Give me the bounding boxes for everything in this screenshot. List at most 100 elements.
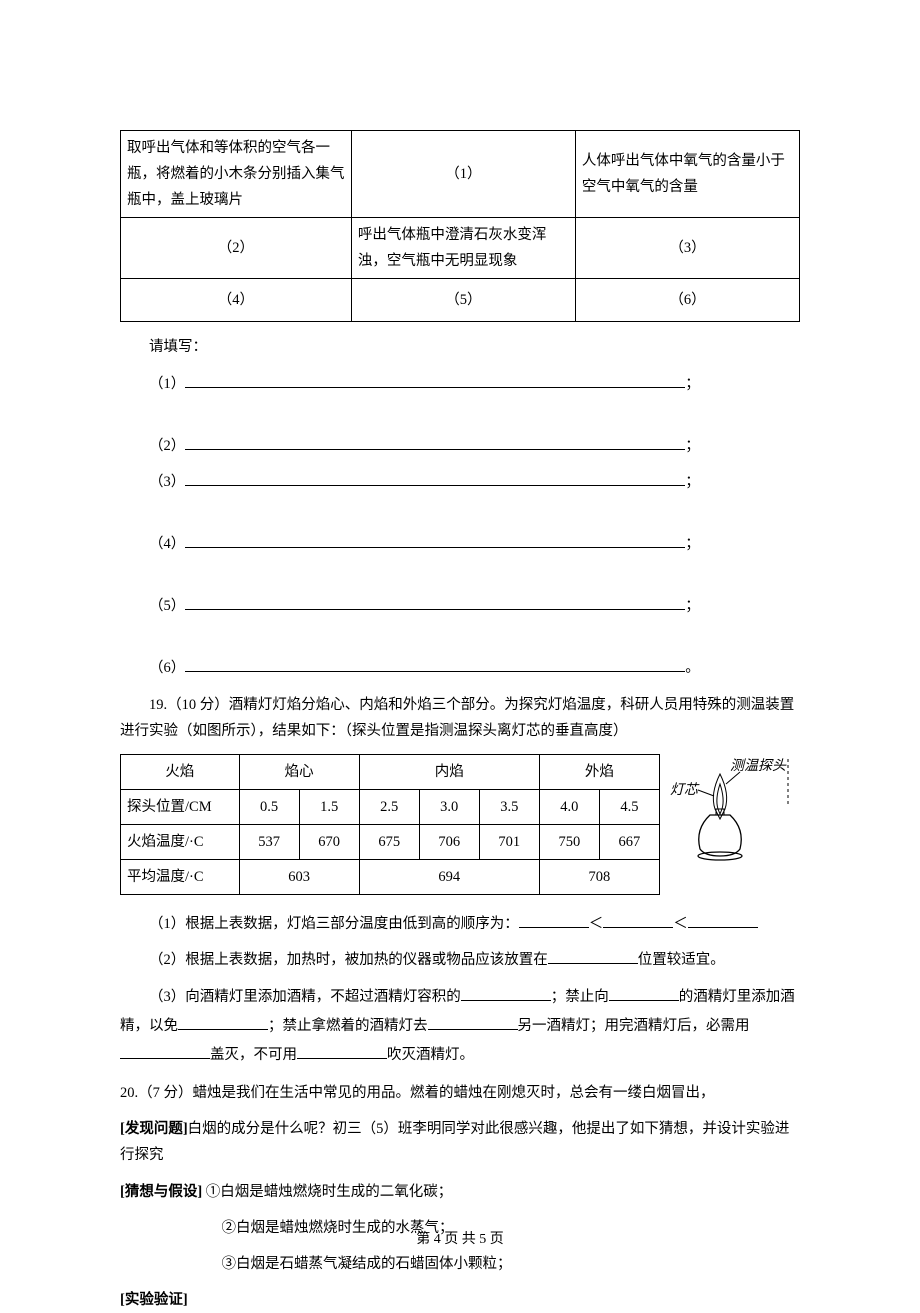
cell: 4.5	[599, 789, 659, 824]
q20-found: [发现问题]白烟的成分是什么呢？初三（5）班李明同学对此很感兴趣，他提出了如下猜…	[120, 1116, 800, 1168]
blank	[297, 1044, 387, 1060]
cell: 人体呼出气体中氧气的含量小于空气中氧气的含量	[575, 131, 799, 218]
q19-lead: 19.（10 分）酒精灯灯焰分焰心、内焰和外焰三个部分。为探究灯焰温度，科研人员…	[120, 692, 800, 744]
cell: 603	[239, 859, 359, 894]
q20-hyp3: ③白烟是石蜡蒸气凝结成的石蜡固体小颗粒；	[120, 1251, 800, 1277]
cell: 呼出气体瓶中澄清石灰水变浑浊，空气瓶中无明显现象	[351, 218, 575, 279]
punc: ；	[685, 598, 700, 614]
fill-line-1: （1） ；	[120, 371, 800, 397]
blank	[603, 913, 673, 929]
q20-verify: [实验验证]	[120, 1287, 800, 1313]
table-row: 探头位置/CM 0.5 1.5 2.5 3.0 3.5 4.0 4.5	[121, 789, 660, 824]
blank	[185, 372, 685, 388]
hyp-label: [猜想与假设]	[120, 1184, 202, 1200]
flame-section: 火焰 焰心 内焰 外焰 探头位置/CM 0.5 1.5 2.5 3.0 3.5 …	[120, 754, 800, 895]
cell: （4）	[121, 279, 352, 322]
cell: 2.5	[359, 789, 419, 824]
text: 位置较适宜。	[638, 952, 725, 968]
blank	[185, 470, 685, 486]
cell: 火焰温度/·C	[121, 824, 240, 859]
fill-label: （6）	[149, 660, 185, 676]
found-label: [发现问题]	[120, 1121, 188, 1137]
cell: 694	[359, 859, 539, 894]
fill-label: （1）	[149, 376, 185, 392]
verify-label: [实验验证]	[120, 1292, 188, 1308]
cell: 平均温度/·C	[121, 859, 240, 894]
table-row: 火焰 焰心 内焰 外焰	[121, 754, 660, 789]
text: ；禁止拿燃着的酒精灯去	[268, 1018, 428, 1034]
blank	[178, 1015, 268, 1031]
table-row: （4） （5） （6）	[121, 279, 800, 322]
cell: （2）	[121, 218, 352, 279]
cell: 4.0	[539, 789, 599, 824]
fill-line-4: （4） ；	[120, 531, 800, 557]
punc: 。	[685, 660, 700, 676]
cell: 708	[539, 859, 659, 894]
cell: 内焰	[359, 754, 539, 789]
lt: ＜	[673, 916, 688, 932]
cell: 探头位置/CM	[121, 789, 240, 824]
table-row: （2） 呼出气体瓶中澄清石灰水变浑浊，空气瓶中无明显现象 （3）	[121, 218, 800, 279]
cell: （5）	[351, 279, 575, 322]
q20-lead: 20.（7 分）蜡烛是我们在生活中常见的用品。燃着的蜡烛在刚熄灭时，总会有一缕白…	[120, 1080, 800, 1106]
table-row: 火焰温度/·C 537 670 675 706 701 750 667	[121, 824, 660, 859]
arrow-line	[698, 790, 714, 796]
text: （3）向酒精灯里添加酒精，不超过酒精灯容积的	[149, 989, 461, 1005]
q19-sub1: （1）根据上表数据，灯焰三部分温度由低到高的顺序为：＜＜	[120, 911, 800, 937]
alcohol-lamp-icon: 测温探头 灯芯	[670, 754, 790, 864]
probe-label: 测温探头	[730, 758, 787, 774]
text: 吹灭酒精灯。	[387, 1047, 474, 1063]
cell: （3）	[575, 218, 799, 279]
cell: 3.0	[419, 789, 479, 824]
text: 盖灭，不可用	[210, 1047, 297, 1063]
cell: 0.5	[239, 789, 299, 824]
blank	[120, 1044, 210, 1060]
fill-label: （3）	[149, 474, 185, 490]
fill-label: （5）	[149, 598, 185, 614]
q19-sub2: （2）根据上表数据，加热时，被加热的仪器或物品应该放置在 位置较适宜。	[120, 947, 800, 973]
blank	[519, 913, 589, 929]
flame-table: 火焰 焰心 内焰 外焰 探头位置/CM 0.5 1.5 2.5 3.0 3.5 …	[120, 754, 660, 895]
cell: 取呼出气体和等体积的空气各一瓶，将燃着的小木条分别插入集气瓶中，盖上玻璃片	[121, 131, 352, 218]
fill-line-6: （6） 。	[120, 655, 800, 681]
fill-label: （4）	[149, 536, 185, 552]
text: （1）根据上表数据，灯焰三部分温度由低到高的顺序为：	[149, 916, 519, 932]
blank	[609, 986, 679, 1002]
cell: 701	[479, 824, 539, 859]
cell: 750	[539, 824, 599, 859]
table-row: 取呼出气体和等体积的空气各一瓶，将燃着的小木条分别插入集气瓶中，盖上玻璃片 （1…	[121, 131, 800, 218]
hyp1: ①白烟是蜡烛燃烧时生成的二氧化碳；	[202, 1184, 452, 1200]
found-text: 白烟的成分是什么呢？初三（5）班李明同学对此很感兴趣，他提出了如下猜想，并设计实…	[120, 1121, 789, 1163]
fill-line-2: （2） ；	[120, 433, 800, 459]
cell: 675	[359, 824, 419, 859]
cell: 670	[299, 824, 359, 859]
cell: （1）	[351, 131, 575, 218]
blank	[185, 657, 685, 673]
page-number: 第 4 页 共 5 页	[0, 1227, 920, 1252]
fill-label: （2）	[149, 438, 185, 454]
text: 另一酒精灯；用完酒精灯后，必需用	[518, 1018, 750, 1034]
q20-hyp1-line: [猜想与假设] ①白烟是蜡烛燃烧时生成的二氧化碳；	[120, 1179, 800, 1205]
blank	[185, 533, 685, 549]
blank	[688, 913, 758, 929]
blank	[185, 595, 685, 611]
cell: 焰心	[239, 754, 359, 789]
punc: ；	[685, 438, 700, 454]
punc: ；	[685, 536, 700, 552]
flame-outline	[713, 774, 726, 819]
fill-line-5: （5） ；	[120, 593, 800, 619]
cell: （6）	[575, 279, 799, 322]
wick-label: 灯芯	[670, 782, 700, 798]
q19-sub3: （3）向酒精灯里添加酒精，不超过酒精灯容积的；禁止向的酒精灯里添加酒精，以免；禁…	[120, 983, 800, 1070]
blank	[461, 986, 551, 1002]
punc: ；	[685, 376, 700, 392]
cell: 火焰	[121, 754, 240, 789]
text: （2）根据上表数据，加热时，被加热的仪器或物品应该放置在	[149, 952, 548, 968]
text: ；禁止向	[551, 989, 609, 1005]
cell: 外焰	[539, 754, 659, 789]
lamp-body	[699, 815, 742, 856]
experiment-table-1: 取呼出气体和等体积的空气各一瓶，将燃着的小木条分别插入集气瓶中，盖上玻璃片 （1…	[120, 130, 800, 322]
fill-lead: 请填写：	[120, 334, 800, 360]
cell: 1.5	[299, 789, 359, 824]
cell: 706	[419, 824, 479, 859]
